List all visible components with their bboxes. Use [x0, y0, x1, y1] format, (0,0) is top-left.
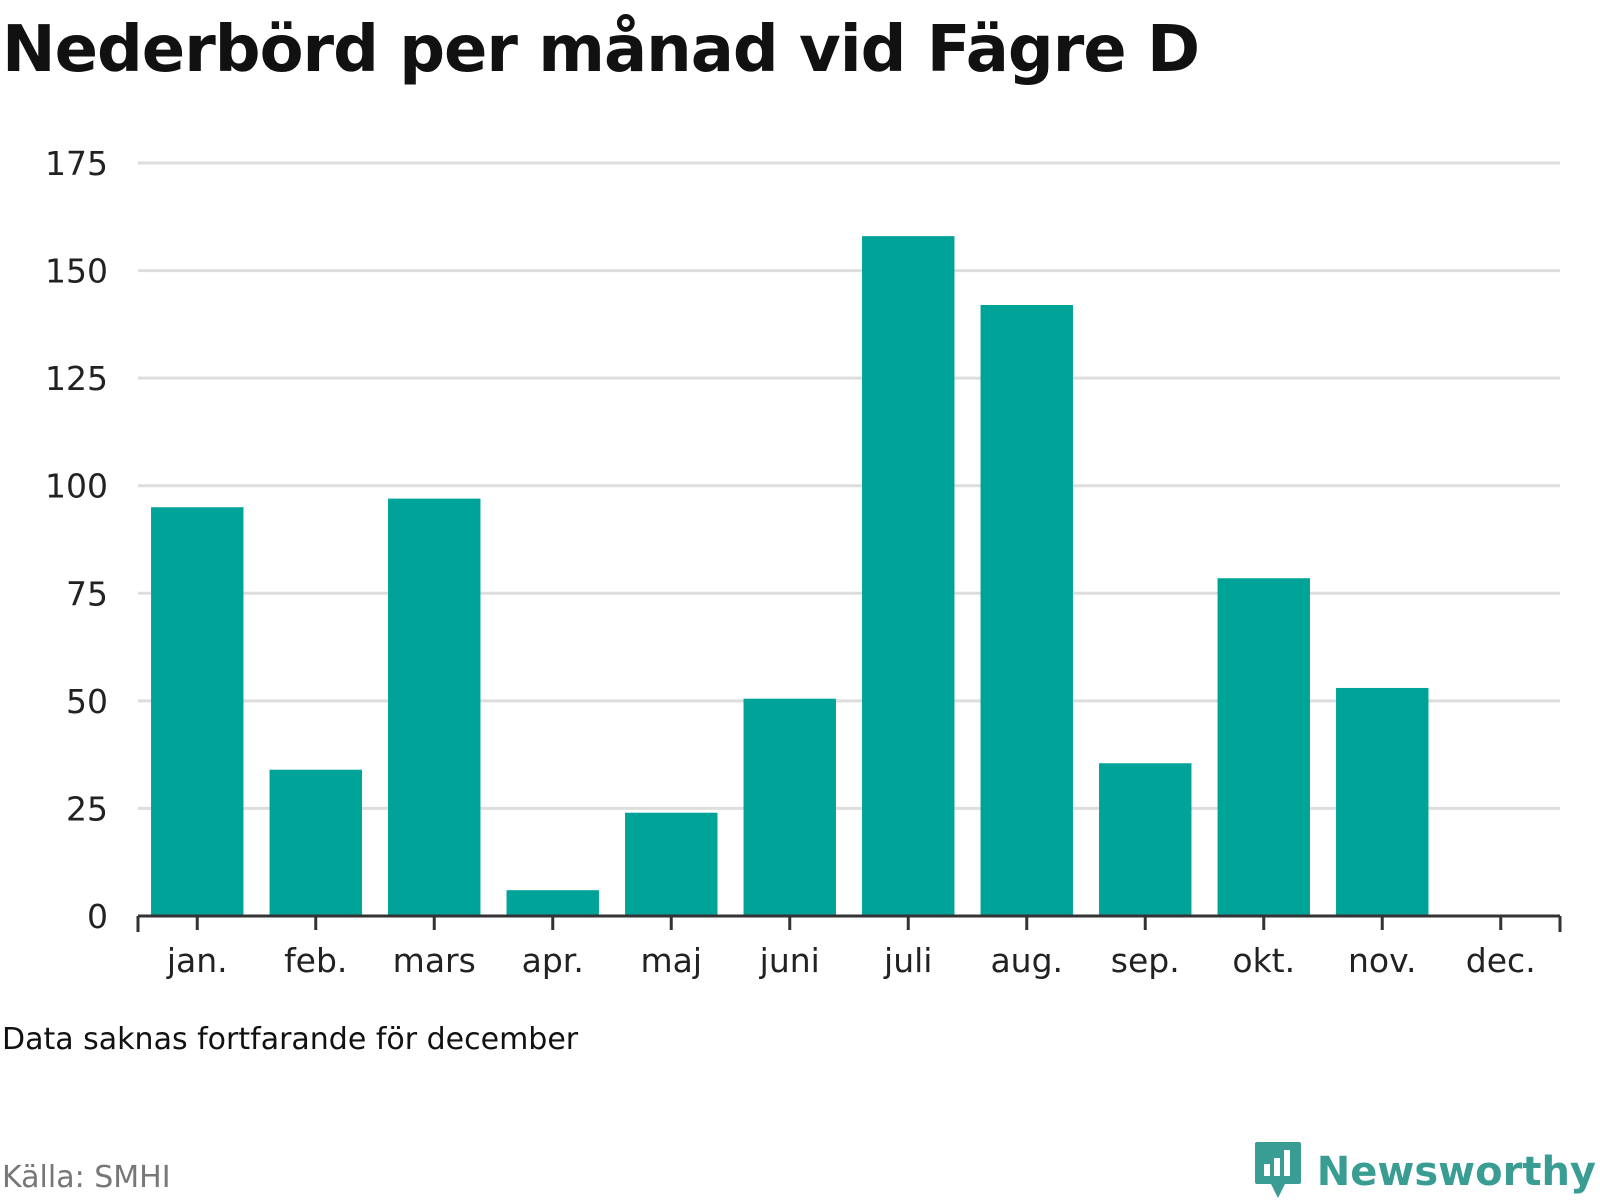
- x-axis: [136, 914, 1562, 932]
- bar-6: [862, 236, 955, 917]
- bar-10: [1336, 687, 1429, 916]
- gridlines: [138, 161, 1560, 810]
- x-tick-label: nov.: [1348, 941, 1417, 980]
- x-tick-label: juli: [883, 941, 932, 980]
- y-tick-label: 75: [66, 574, 108, 613]
- y-tick-label: 100: [45, 467, 108, 506]
- brand-name: Newsworthy: [1316, 1149, 1596, 1195]
- y-tick-label: 150: [45, 252, 108, 291]
- x-tick-label: feb.: [284, 941, 347, 980]
- x-tick-label: mars: [393, 941, 476, 980]
- x-tick-label: dec.: [1466, 941, 1536, 980]
- brand-logo: Newsworthy: [1253, 1140, 1596, 1204]
- y-tick-label: 175: [45, 144, 108, 183]
- x-axis-tick-labels: jan. feb. mars apr. maj juni juli aug. sep. okt. n…: [166, 941, 1536, 980]
- newsworthy-logo-icon: [1253, 1140, 1303, 1204]
- x-tick-label: sep.: [1111, 941, 1180, 980]
- source-label: Källa: SMHI: [2, 1160, 171, 1195]
- y-axis-tick-labels: 0 25 50 75 100 125 150 175: [45, 144, 108, 936]
- bar-5: [743, 698, 836, 916]
- bar-8: [1099, 763, 1192, 916]
- x-tick-label: jan.: [166, 941, 228, 980]
- x-tick-label: juni: [759, 941, 820, 980]
- bar-7: [980, 304, 1073, 917]
- bars: [151, 236, 1429, 917]
- bar-2: [388, 498, 481, 916]
- x-tick-label: maj: [640, 941, 702, 980]
- x-tick-label: aug.: [990, 941, 1063, 980]
- data-note: Data saknas fortfarande för december: [2, 1022, 579, 1057]
- bar-1: [269, 769, 362, 916]
- bar-0: [151, 507, 244, 916]
- y-tick-label: 25: [66, 789, 108, 828]
- chart-title: Nederbörd per månad vid Fägre D: [2, 13, 1200, 87]
- x-tick-label: apr.: [522, 941, 584, 980]
- bar-9: [1217, 578, 1310, 916]
- x-tick-label: okt.: [1232, 941, 1295, 980]
- y-tick-label: 125: [45, 359, 108, 398]
- y-tick-label: 0: [87, 897, 108, 936]
- y-tick-label: 50: [66, 682, 108, 721]
- bar-4: [625, 812, 718, 916]
- bar-3: [506, 890, 599, 916]
